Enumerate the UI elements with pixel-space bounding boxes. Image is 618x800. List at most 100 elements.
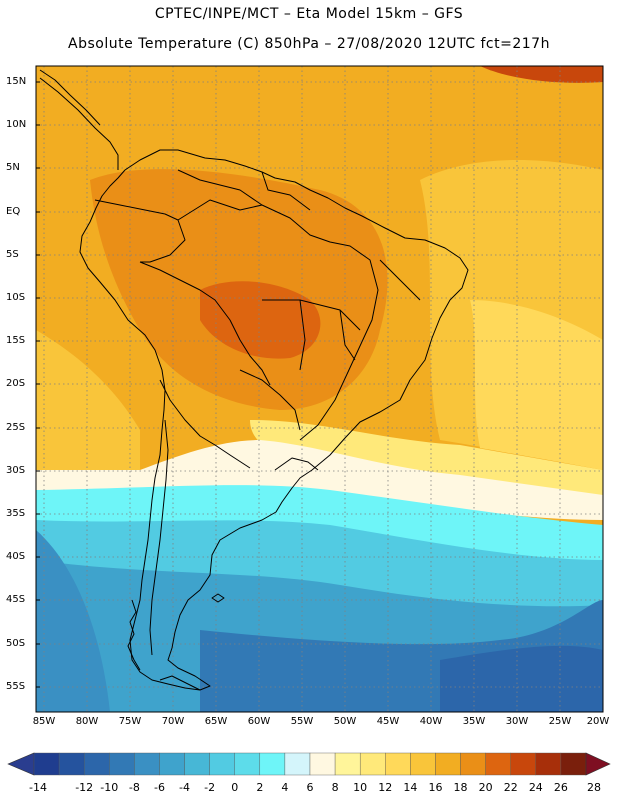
lat-label: 25S: [6, 422, 26, 433]
venezuela-border: [177, 169, 263, 206]
colorbar-tick-label: -14: [29, 781, 47, 794]
argentina-chile-border: [149, 419, 169, 656]
country-boundaries: [39, 69, 469, 691]
colorbar-tick-label: -2: [204, 781, 216, 794]
lat-label: 15S: [6, 335, 26, 346]
axis-ticks: [36, 81, 40, 688]
brazil-border: [177, 199, 379, 441]
colorbar-under-triangle: [7, 752, 35, 776]
peru-bolivia-border: [139, 261, 271, 386]
map-gridlines: [36, 66, 603, 712]
colorbar-swatch: [309, 752, 336, 776]
colorbar-swatch: [535, 752, 562, 776]
colorbar-tick-label: 26: [553, 781, 568, 794]
colorbar-tick-label: 10: [353, 781, 368, 794]
lat-label: 10S: [6, 292, 26, 303]
title-line-2: Absolute Temperature (C) 850hPa – 27/08/…: [68, 36, 550, 52]
field-south-yellow: [250, 420, 603, 500]
brazil-states: [262, 259, 421, 371]
chile-islands: [127, 599, 141, 671]
lat-label: 5S: [6, 249, 19, 260]
lon-label: 30W: [505, 716, 529, 727]
lat-label: 50S: [6, 638, 26, 649]
lon-label: 25W: [548, 716, 572, 727]
field-pale-band: [36, 440, 603, 520]
colorbar-tick-label: 0: [231, 781, 239, 794]
lon-label: 50W: [333, 716, 357, 727]
central-america-coastline: [39, 77, 119, 170]
colorbar: [7, 752, 611, 776]
lon-label: 65W: [204, 716, 228, 727]
colorbar-tick-label: 20: [478, 781, 493, 794]
colorbar-tick-label: 14: [403, 781, 418, 794]
colorbar-tick-label: 6: [306, 781, 314, 794]
colorbar-tick-label: -8: [128, 781, 140, 794]
field-continent-hot: [200, 281, 321, 359]
colorbar-swatch: [134, 752, 160, 776]
colorbar-tick-label: 4: [281, 781, 289, 794]
colorbar-swatch: [58, 752, 85, 776]
lat-label: 35S: [6, 508, 26, 519]
falklands: [211, 593, 225, 603]
colorbar-swatch: [284, 752, 311, 776]
colorbar-tick-label: 28: [587, 781, 601, 794]
temperature-map: [35, 65, 604, 713]
colorbar-swatch: [33, 752, 60, 776]
colorbar-swatch: [209, 752, 235, 776]
uruguay-border: [274, 457, 319, 471]
colorbar-swatch: [234, 752, 261, 776]
colorbar-swatch: [435, 752, 461, 776]
field-atlantic-paleyellow: [470, 300, 603, 470]
lon-label: 20W: [586, 716, 610, 727]
colorbar-swatch: [259, 752, 286, 776]
central-america-coastline-north: [39, 69, 101, 126]
lon-label: 85W: [32, 716, 56, 727]
colorbar-over-triangle: [585, 752, 611, 776]
lat-label: 20S: [6, 378, 26, 389]
guianas-border: [261, 171, 311, 211]
colorbar-tick-label: 12: [378, 781, 393, 794]
title-line-1: CPTEC/INPE/MCT – Eta Model 15km – GFS: [154, 6, 464, 22]
colorbar-tick-label: 18: [453, 781, 468, 794]
colorbar-swatch: [334, 752, 361, 776]
lat-label: 5N: [6, 162, 20, 173]
colorbar-tick-label: -12: [75, 781, 94, 794]
colorbar-tick-label: 8: [331, 781, 339, 794]
paraguay-border: [239, 369, 301, 431]
lon-label: 35W: [462, 716, 486, 727]
lat-label: 10N: [6, 119, 27, 130]
colorbar-swatch: [510, 752, 537, 776]
colorbar-swatch: [159, 752, 185, 776]
colorbar-swatch: [560, 752, 587, 776]
colorbar-swatch: [109, 752, 135, 776]
lat-label: 55S: [6, 681, 26, 692]
colorbar-tick-label: 22: [503, 781, 518, 794]
colorbar-swatches: [33, 752, 587, 776]
lat-label: 40S: [6, 551, 26, 562]
lat-label: 15N: [6, 76, 27, 87]
lat-label: 45S: [6, 594, 26, 605]
colorbar-tick-label: -4: [179, 781, 191, 794]
colorbar-swatch: [485, 752, 511, 776]
colorbar-swatch: [410, 752, 436, 776]
colorbar-tick-label: -6: [153, 781, 165, 794]
colorbar-tick-label: -10: [100, 781, 119, 794]
field-pacific-yellow: [36, 330, 140, 470]
andes-border: [159, 379, 251, 469]
lon-label: 60W: [247, 716, 271, 727]
field-cool-deepest: [440, 645, 603, 712]
lon-label: 75W: [118, 716, 142, 727]
field-pacific-cool: [36, 530, 110, 712]
colorbar-swatch: [83, 752, 110, 776]
lon-label: 40W: [419, 716, 443, 727]
lon-label: 45W: [376, 716, 400, 727]
field-top-hot: [480, 66, 603, 83]
tierra-del-fuego: [159, 675, 201, 691]
lat-label: 30S: [6, 465, 26, 476]
colorbar-swatch: [359, 752, 386, 776]
lon-label: 70W: [161, 716, 185, 727]
colorbar-swatch: [184, 752, 210, 776]
map-frame: [35, 65, 604, 713]
colombia-border: [94, 199, 186, 263]
colorbar-tick-label: 16: [428, 781, 443, 794]
